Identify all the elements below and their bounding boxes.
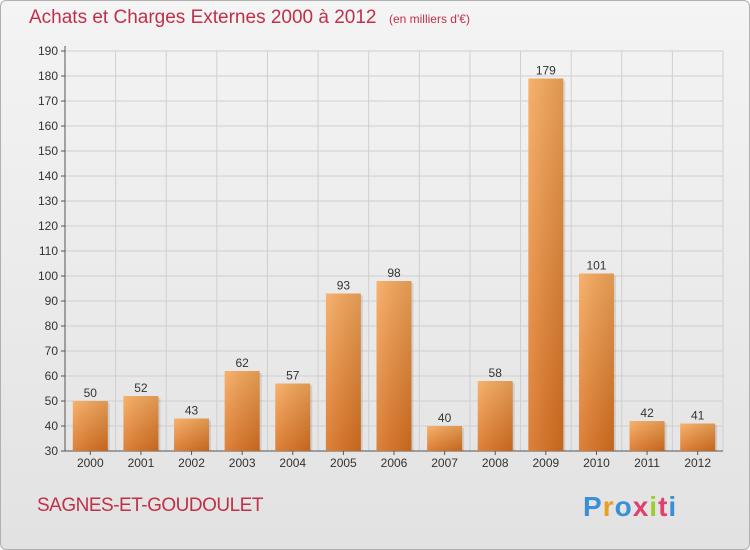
- y-tick-label: 180: [38, 69, 58, 83]
- proxiti-logo[interactable]: Proxiti: [583, 491, 677, 523]
- y-tick-label: 70: [45, 344, 59, 358]
- bar-shading: [680, 423, 716, 451]
- y-tick-label: 30: [45, 444, 59, 458]
- data-label: 98: [387, 266, 401, 280]
- logo-letter: t: [658, 491, 669, 522]
- bar-shading: [123, 396, 159, 451]
- logo-letter: i: [649, 491, 659, 522]
- title-row: Achats et Charges Externes 2000 à 2012 (…: [29, 7, 470, 29]
- x-tick-label: 2001: [128, 456, 155, 470]
- data-label: 58: [489, 366, 503, 380]
- x-tick-label: 2008: [482, 456, 509, 470]
- x-tick-label: 2010: [583, 456, 610, 470]
- bar-shading: [427, 426, 463, 451]
- logo-letter: x: [632, 491, 650, 522]
- bar-shading: [477, 381, 513, 451]
- x-tick-label: 2000: [77, 456, 104, 470]
- data-label: 42: [640, 406, 654, 420]
- y-tick-label: 130: [38, 194, 58, 208]
- x-tick-label: 2007: [431, 456, 458, 470]
- bar-shading: [629, 421, 665, 451]
- bar-shading: [72, 401, 108, 451]
- logo-letter: r: [602, 491, 615, 522]
- data-label: 101: [586, 259, 606, 273]
- y-tick-label: 150: [38, 144, 58, 158]
- data-label: 62: [235, 356, 249, 370]
- data-label: 43: [185, 404, 199, 418]
- y-tick-label: 160: [38, 119, 58, 133]
- x-tick-label: 2003: [229, 456, 256, 470]
- y-tick-label: 170: [38, 94, 58, 108]
- bar-shading: [376, 281, 412, 451]
- logo-letter: P: [583, 491, 603, 522]
- bar-shading: [275, 383, 311, 451]
- y-tick-label: 190: [38, 44, 58, 58]
- data-label: 50: [84, 386, 98, 400]
- axes: 30 40 50 60 70 80 90 100 110 120 130 140 150 160 170 18…: [38, 44, 723, 470]
- bar-shading: [174, 418, 210, 451]
- data-label: 93: [337, 279, 351, 293]
- data-label: 179: [536, 64, 556, 78]
- chart-title: Achats et Charges Externes 2000 à 2012: [29, 7, 377, 28]
- x-tick-label: 2006: [381, 456, 408, 470]
- y-tick-label: 40: [45, 419, 59, 433]
- commune-name: SAGNES-ET-GOUDOULET: [37, 495, 263, 516]
- data-label: 52: [134, 381, 148, 395]
- bar-shading: [224, 371, 260, 451]
- y-tick-label: 140: [38, 169, 58, 183]
- bars: [72, 78, 718, 451]
- data-label: 40: [438, 411, 452, 425]
- y-tick-label: 50: [45, 394, 59, 408]
- logo-letter: o: [614, 491, 633, 522]
- x-tick-label: 2012: [684, 456, 711, 470]
- y-tick-label: 100: [38, 269, 58, 283]
- x-tick-label: 2005: [330, 456, 357, 470]
- x-tick-label: 2004: [279, 456, 306, 470]
- x-tick-label: 2011: [634, 456, 660, 470]
- y-tick-label: 110: [39, 244, 58, 258]
- x-tick-label: 2009: [532, 456, 559, 470]
- logo-letter: i: [668, 491, 678, 522]
- y-tick-label: 60: [45, 369, 59, 383]
- bar-shading: [325, 293, 361, 451]
- y-tick-label: 120: [38, 219, 58, 233]
- x-tick-label: 2002: [178, 456, 205, 470]
- bar-shading: [528, 78, 564, 451]
- chart-unit-label: (en milliers d'€): [388, 12, 470, 26]
- y-tick-label: 80: [45, 319, 59, 333]
- data-label: 41: [691, 409, 705, 423]
- y-tick-label: 90: [45, 294, 59, 308]
- data-labels: 50 52 43 62 57 93 98 40 58 179 101 42 41: [84, 64, 705, 426]
- data-label: 57: [286, 369, 300, 383]
- bar-shading: [578, 273, 614, 451]
